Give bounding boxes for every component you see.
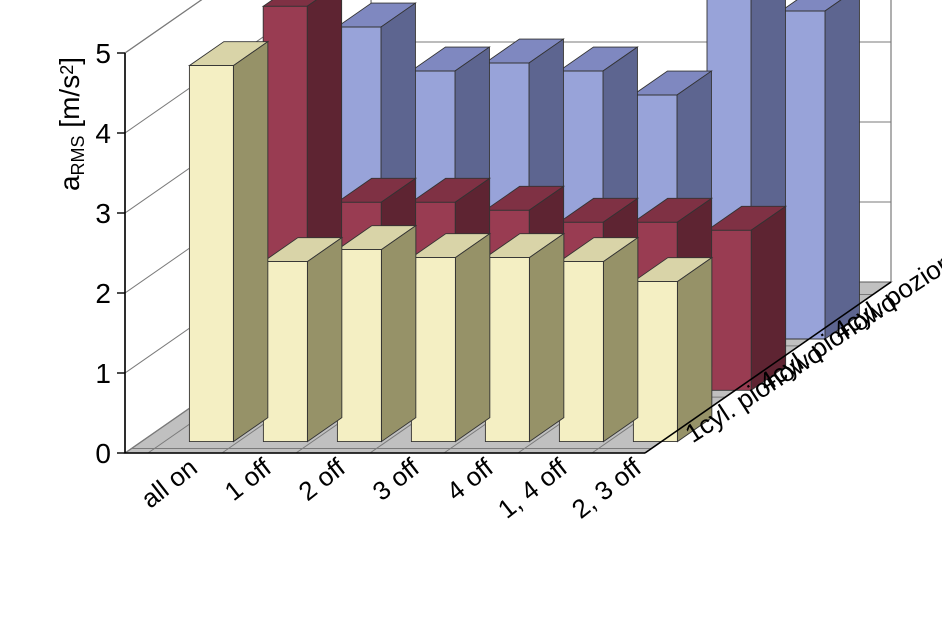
y-tick-label: 2 [95, 278, 111, 309]
y-tick-label: 1 [95, 358, 111, 389]
y-label-a: a [54, 175, 85, 191]
category-label: 3 off [367, 452, 426, 507]
bar-front-s0-c3 [411, 258, 455, 442]
bar-side-s2-c6 [825, 0, 859, 339]
chart-3d-bar: 0 1 2 3 4 5 all on 1 off 2 off 3 off 4 off1, 4 off… [0, 0, 942, 634]
category-label: 2 off [293, 452, 352, 507]
category-label-group: 1, 4 off [492, 452, 573, 525]
bar-side-s0-c0 [233, 42, 267, 442]
y-tick-label: 4 [95, 118, 111, 149]
bar-front-s1-c6 [707, 230, 751, 390]
category-label: all on [135, 452, 202, 514]
y-label-rms: RMS [68, 135, 88, 175]
y-tick-label: 0 [95, 438, 111, 469]
bar-side-s0-c4 [529, 234, 563, 442]
bar-front-s0-c4 [485, 258, 529, 442]
y-label-unit2: ] [54, 57, 85, 65]
category-label: 1, 4 off [492, 452, 573, 525]
bar-front-s0-c0 [189, 66, 233, 442]
y-label-sq: 2 [57, 65, 77, 75]
bar-side-s0-c3 [455, 234, 489, 442]
category-label: 2, 3 off [566, 452, 647, 525]
y-tick-label: 3 [95, 198, 111, 229]
bar-side-s0-c2 [381, 226, 415, 442]
y-axis-title: aRMS [m/s2] [54, 57, 88, 191]
category-label-group: 2 off [293, 452, 352, 507]
bar-front-s2-c6 [781, 11, 825, 339]
category-label-group: 3 off [367, 452, 426, 507]
bar-side-s0-c1 [307, 238, 341, 442]
y-label-unit1: [m/s [54, 75, 85, 136]
category-label-group: 1 off [219, 452, 278, 507]
y-tick-label: 5 [95, 38, 111, 69]
bar-front-s0-c5 [559, 262, 603, 442]
category-label: 4 off [441, 452, 500, 507]
category-label: 1 off [219, 452, 278, 507]
y-axis-title-text: aRMS [m/s2] [54, 57, 88, 191]
bar-front-s0-c1 [263, 262, 307, 442]
bar-front-s0-c2 [337, 250, 381, 442]
category-label-group: all on [135, 452, 202, 514]
bar-front-s0-c6 [633, 282, 677, 442]
bar-side-s0-c5 [603, 238, 637, 442]
category-label-group: 4 off [441, 452, 500, 507]
category-label-group: 2, 3 off [566, 452, 647, 525]
chart-svg: 0 1 2 3 4 5 all on 1 off 2 off 3 off 4 off1, 4 off… [0, 0, 942, 634]
